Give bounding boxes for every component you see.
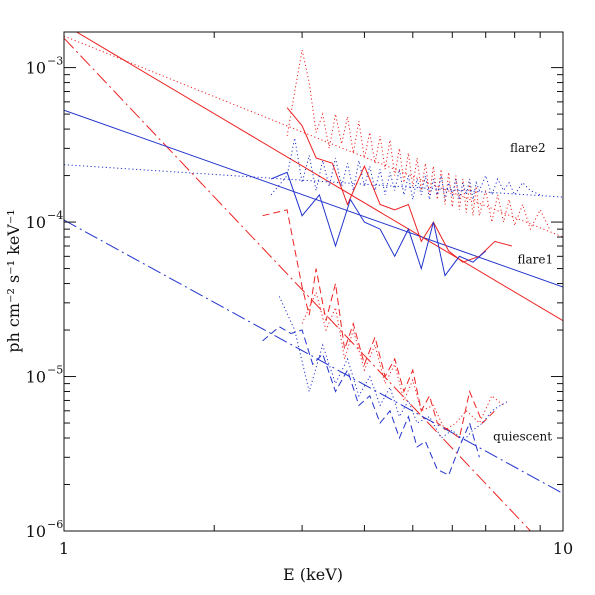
blue-model-solid-line-3 <box>64 109 563 288</box>
y-tick-label: 10 <box>26 522 46 541</box>
red-model-dashdot-line-2 <box>64 37 532 531</box>
blue-data-dot-line-13 <box>278 296 510 443</box>
y-tick-exponent: −4 <box>47 209 63 222</box>
red-data-dot-line-9 <box>301 291 504 431</box>
red-model-solid-line-0 <box>75 32 563 322</box>
y-tick-label: 10 <box>26 368 46 387</box>
y-tick-label: 10 <box>26 213 46 232</box>
blue-data-dot-line-11 <box>270 137 541 200</box>
series-layer <box>64 32 563 531</box>
annotation-flare2: flare2 <box>510 141 546 155</box>
plot-frame <box>63 31 564 532</box>
annotation-flare1: flare1 <box>517 252 553 266</box>
ticks-layer <box>63 32 564 532</box>
y-axis-title: ph cm⁻² s⁻¹ keV⁻¹ <box>4 209 23 352</box>
annotation-layer: flare2 flare1 quiescent <box>493 141 553 444</box>
x-axis-title: E (keV) <box>283 565 343 584</box>
y-tick-label: 10 <box>26 59 46 78</box>
blue-model-dashdot-line-5 <box>64 219 563 494</box>
annotation-quiescent: quiescent <box>493 430 552 444</box>
x-tick-label: 10 <box>553 539 573 558</box>
blue-data-dashed-line-12 <box>262 326 480 476</box>
x-tick-label: 1 <box>59 539 69 558</box>
red-data-dot-line-7 <box>286 49 551 231</box>
y-tick-exponent: −3 <box>47 55 63 68</box>
blue-data-solid-line-10 <box>270 171 487 277</box>
y-tick-exponent: −5 <box>47 364 63 377</box>
red-data-dashed-line-8 <box>262 209 496 439</box>
red-data-solid-line-6 <box>286 107 513 263</box>
blue-model-dot-line-4 <box>64 164 563 198</box>
y-tick-exponent: −6 <box>47 518 63 531</box>
